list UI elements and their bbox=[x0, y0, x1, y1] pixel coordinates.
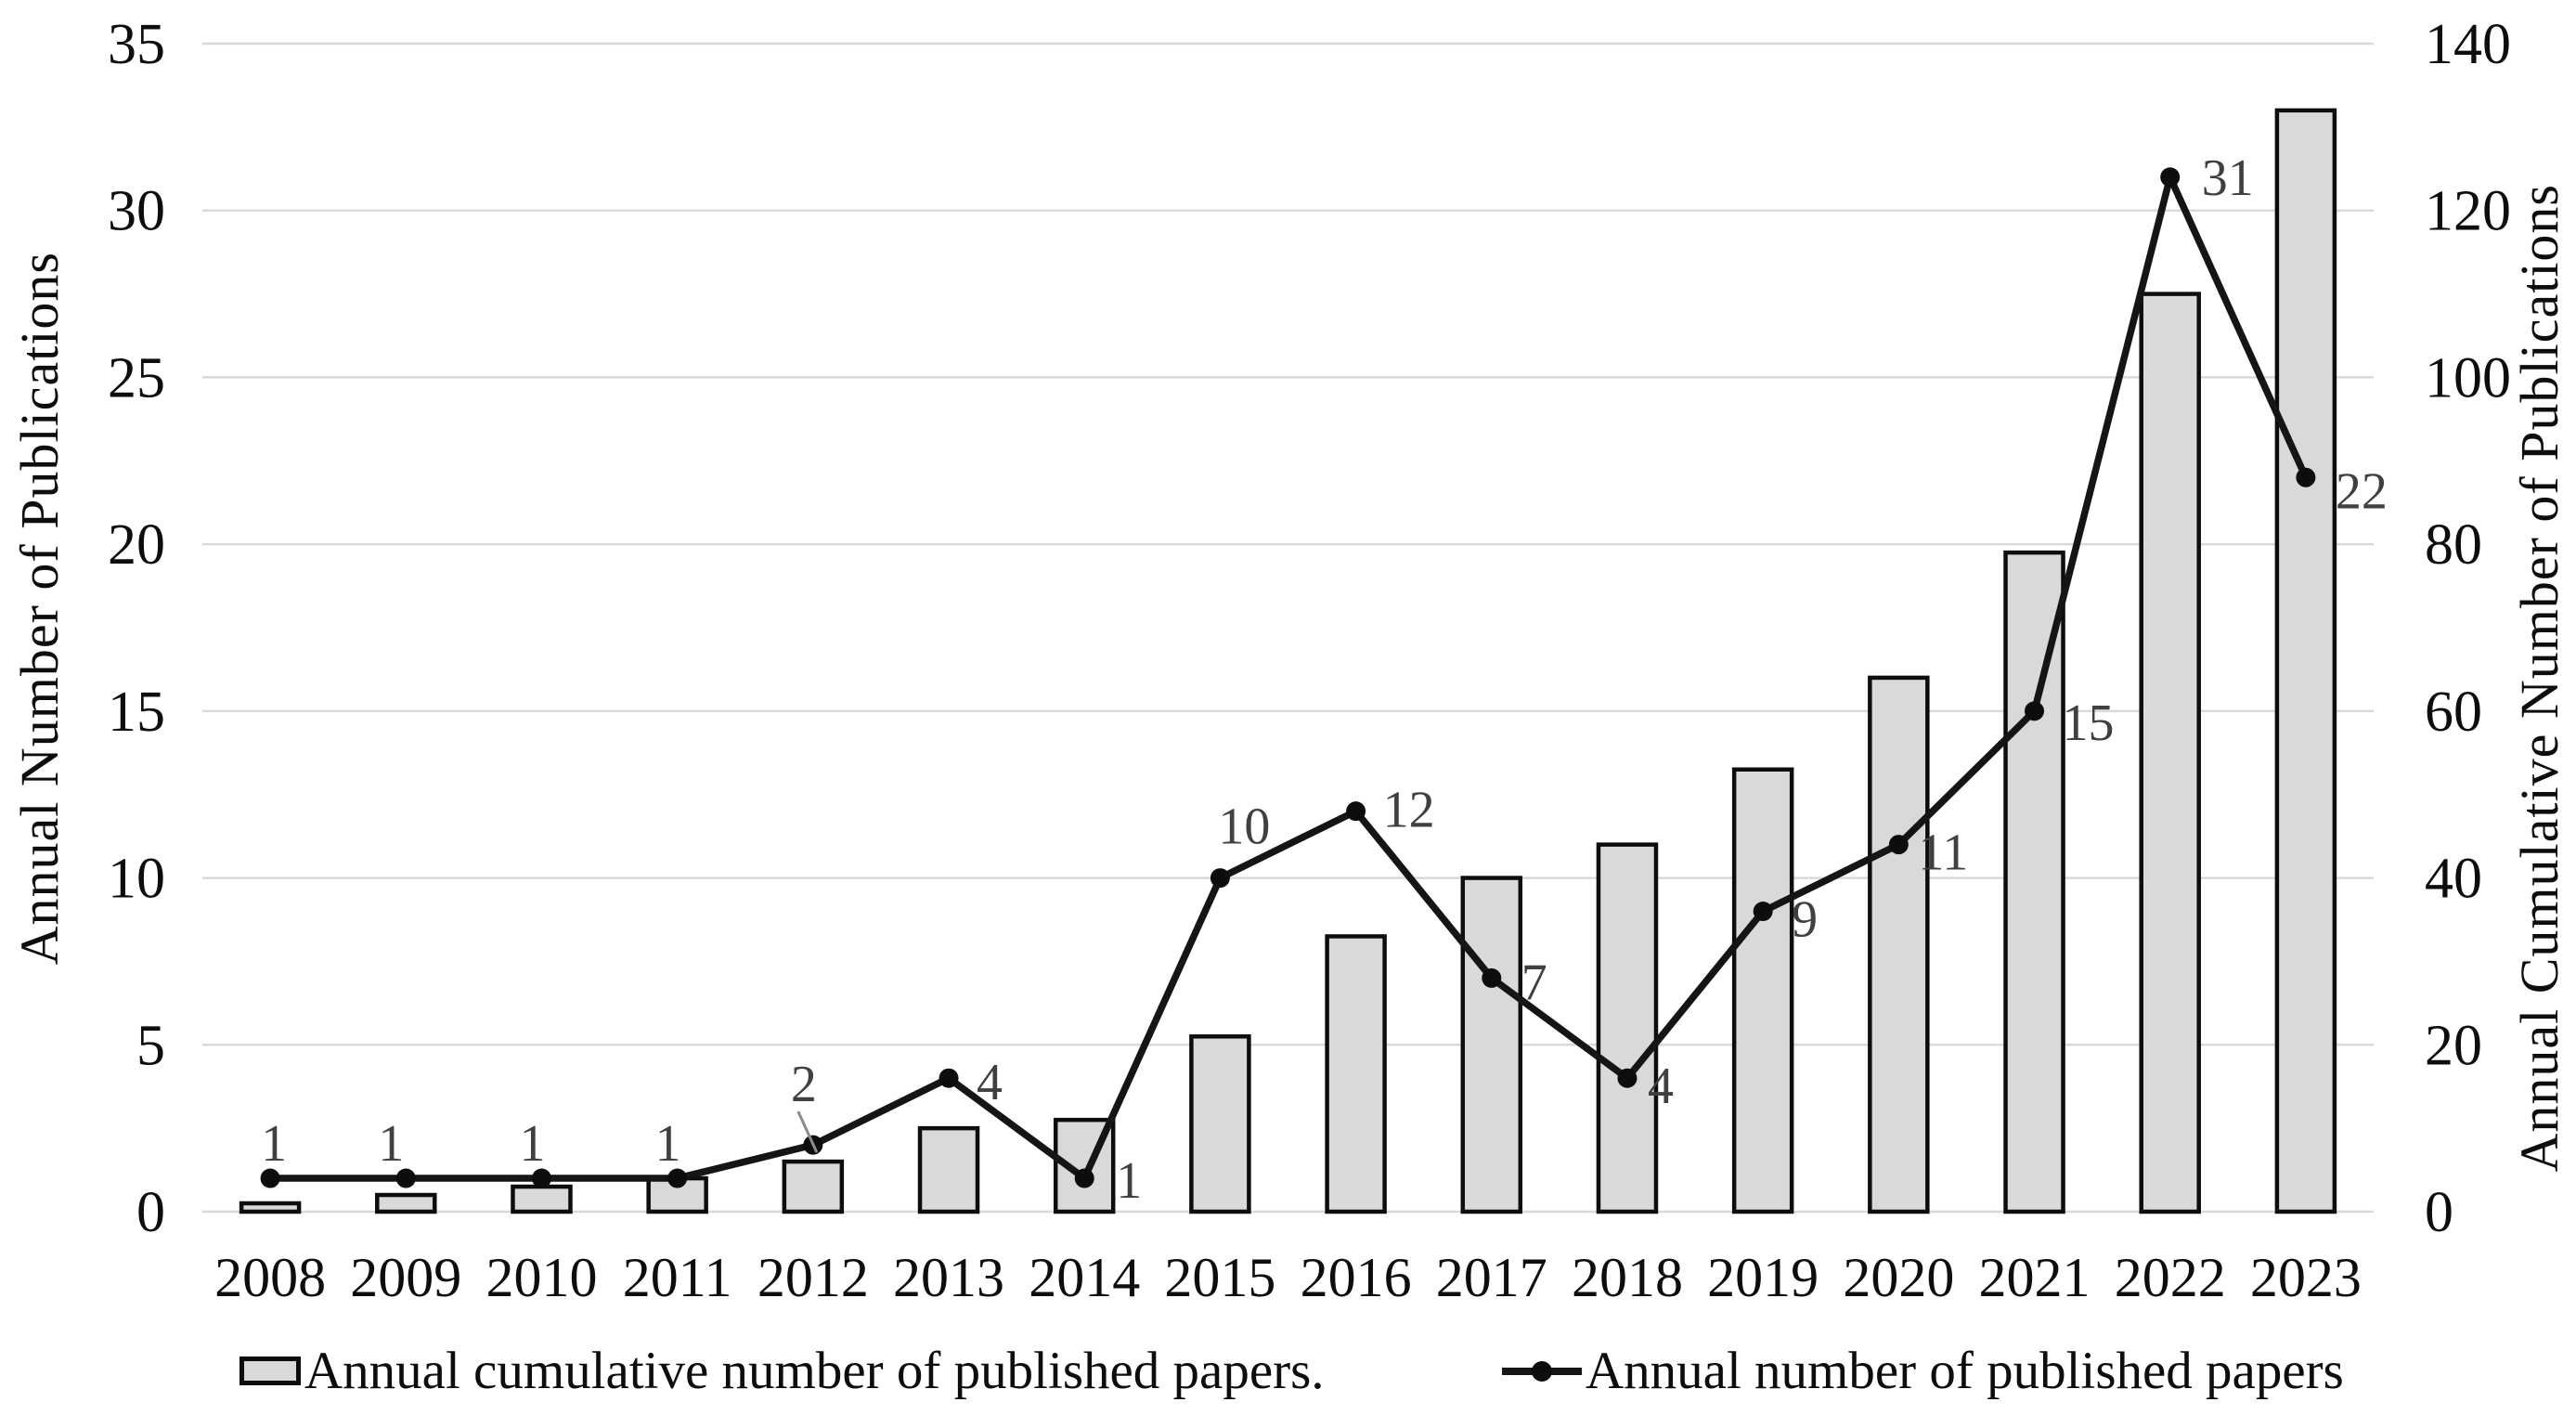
bar-2017 bbox=[1460, 876, 1523, 1214]
marker-2008 bbox=[260, 1168, 280, 1188]
data-label-2012: 2 bbox=[791, 1056, 817, 1113]
bar-2018 bbox=[1596, 842, 1659, 1214]
right-tick-100: 100 bbox=[2425, 346, 2511, 409]
marker-2010 bbox=[531, 1168, 551, 1188]
legend-label-annual: Annual number of published papers bbox=[1586, 1342, 2344, 1400]
line-dot-marker-icon bbox=[1502, 1360, 1582, 1382]
legend-item-cumulative: Annual cumulative number of published pa… bbox=[239, 1341, 1325, 1401]
marker-2023 bbox=[2296, 467, 2316, 487]
marker-2019 bbox=[1753, 902, 1773, 922]
data-label-2011: 1 bbox=[655, 1115, 681, 1173]
x-tick-2019: 2019 bbox=[1707, 1247, 1819, 1308]
annual-line bbox=[266, 174, 2310, 1182]
marker-2014 bbox=[1074, 1168, 1094, 1188]
x-tick-2008: 2008 bbox=[214, 1247, 326, 1308]
bar-2008 bbox=[239, 1201, 302, 1214]
left-tick-35: 35 bbox=[108, 13, 165, 76]
data-label-2009: 1 bbox=[378, 1115, 404, 1173]
x-tick-2010: 2010 bbox=[485, 1247, 597, 1308]
marker-2020 bbox=[1888, 835, 1909, 855]
left-tick-10: 10 bbox=[108, 848, 165, 911]
bar-swatch-icon bbox=[239, 1357, 301, 1385]
bar-2021 bbox=[2003, 550, 2065, 1214]
right-tick-40: 40 bbox=[2425, 848, 2482, 911]
bar-2010 bbox=[511, 1184, 573, 1214]
x-tick-2021: 2021 bbox=[1979, 1247, 2091, 1308]
bar-2019 bbox=[1731, 767, 1794, 1214]
left-tick-5: 5 bbox=[136, 1014, 165, 1077]
marker-2015 bbox=[1210, 868, 1230, 889]
marker-2018 bbox=[1617, 1068, 1638, 1088]
bar-2015 bbox=[1189, 1034, 1251, 1214]
x-tick-2014: 2014 bbox=[1029, 1247, 1140, 1308]
data-label-2010: 1 bbox=[519, 1115, 545, 1173]
marker-2016 bbox=[1346, 801, 1366, 822]
right-axis-title: Annual Cumulative Number of Publications bbox=[2508, 183, 2570, 1173]
legend-item-annual: Annual number of published papers bbox=[1500, 1341, 2344, 1401]
x-tick-2023: 2023 bbox=[2250, 1247, 2362, 1308]
left-axis-title: Annual Number of Publications bbox=[8, 251, 70, 966]
data-label-2018: 4 bbox=[1648, 1058, 1674, 1115]
marker-2021 bbox=[2025, 701, 2045, 721]
data-label-2019: 9 bbox=[1792, 891, 1818, 949]
data-label-2020: 11 bbox=[1918, 824, 1968, 882]
bar-2012 bbox=[782, 1159, 845, 1214]
bar-2009 bbox=[375, 1192, 437, 1214]
right-tick-20: 20 bbox=[2425, 1014, 2482, 1077]
bar-2016 bbox=[1325, 934, 1387, 1214]
left-tick-30: 30 bbox=[108, 180, 165, 243]
left-tick-25: 25 bbox=[108, 346, 165, 409]
data-label-2008: 1 bbox=[261, 1115, 287, 1173]
right-axis-title-wrap: Annual Cumulative Number of Publications bbox=[2505, 176, 2573, 1179]
x-tick-2013: 2013 bbox=[893, 1247, 1004, 1308]
x-tick-2017: 2017 bbox=[1436, 1247, 1547, 1308]
left-tick-15: 15 bbox=[108, 681, 165, 744]
data-label-2015: 10 bbox=[1218, 798, 1270, 856]
x-tick-2022: 2022 bbox=[2115, 1247, 2226, 1308]
data-label-2023: 22 bbox=[2336, 462, 2388, 520]
data-label-2016: 12 bbox=[1383, 782, 1435, 839]
data-label-2013: 4 bbox=[977, 1054, 1003, 1111]
x-tick-2018: 2018 bbox=[1572, 1247, 1683, 1308]
right-tick-0: 0 bbox=[2425, 1181, 2453, 1244]
x-tick-2020: 2020 bbox=[1843, 1247, 1954, 1308]
data-label-2021: 15 bbox=[2063, 695, 2115, 752]
x-tick-2016: 2016 bbox=[1301, 1247, 1412, 1308]
marker-2013 bbox=[938, 1068, 959, 1088]
bar-2020 bbox=[1868, 675, 1930, 1214]
bar-2023 bbox=[2274, 108, 2337, 1214]
bar-2013 bbox=[917, 1125, 980, 1214]
marker-2017 bbox=[1482, 967, 1502, 988]
left-tick-0: 0 bbox=[136, 1181, 165, 1244]
right-tick-60: 60 bbox=[2425, 681, 2482, 744]
right-tick-80: 80 bbox=[2425, 513, 2482, 577]
left-axis-title-wrap: Annual Number of Publications bbox=[6, 167, 72, 1049]
data-label-2017: 7 bbox=[1521, 954, 1547, 1011]
marker-2022 bbox=[2160, 167, 2181, 188]
right-tick-140: 140 bbox=[2425, 13, 2511, 76]
data-label-2022: 31 bbox=[2202, 149, 2254, 207]
data-label-2014: 1 bbox=[1116, 1152, 1142, 1210]
x-tick-2009: 2009 bbox=[350, 1247, 461, 1308]
marker-2009 bbox=[395, 1168, 416, 1188]
left-tick-20: 20 bbox=[108, 513, 165, 577]
x-tick-2011: 2011 bbox=[623, 1247, 732, 1308]
bar-2022 bbox=[2139, 292, 2201, 1214]
x-tick-2015: 2015 bbox=[1164, 1247, 1275, 1308]
marker-2011 bbox=[667, 1168, 688, 1188]
x-tick-2012: 2012 bbox=[757, 1247, 869, 1308]
legend-label-cumulative: Annual cumulative number of published pa… bbox=[304, 1342, 1325, 1400]
right-tick-120: 120 bbox=[2425, 180, 2511, 243]
label-leader-line bbox=[796, 1110, 819, 1153]
